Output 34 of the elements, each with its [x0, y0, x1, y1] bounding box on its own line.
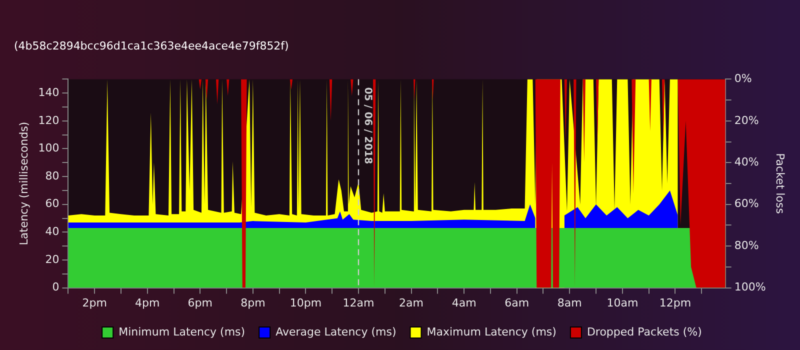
y-tick-label: 40: [45, 225, 60, 238]
x-tick-label: 10pm: [290, 296, 322, 310]
x-tick-label: 10am: [606, 296, 638, 310]
x-tick-label: 8am: [557, 296, 582, 310]
y-tick-label: 140: [38, 86, 60, 99]
x-tick-label: 4am: [452, 296, 476, 310]
x-tick-label: 4pm: [135, 296, 160, 310]
y2-tick-label: 40%: [734, 156, 759, 168]
y2-tick-label: 20%: [734, 114, 759, 127]
legend-label: Average Latency (ms): [276, 325, 396, 338]
x-tick-label: 6am: [504, 296, 530, 310]
y2-tick-label: 80%: [734, 238, 759, 252]
y-tick-label: 0: [52, 280, 60, 294]
x-tick-label: 6pm: [188, 296, 213, 310]
y2-tick-label: 0%: [734, 72, 752, 86]
chart-subtitle: (4b58c2894bcc96d1ca1c363e4ee4ace4e79f852f): [14, 39, 289, 52]
x-tick-label: 8pm: [240, 296, 266, 310]
y-axis-title: Latency (milliseconds): [17, 122, 30, 246]
y-tick-label: 100: [38, 142, 60, 155]
x-tick-label: 2am: [399, 296, 424, 310]
y-tick-label: 60: [45, 197, 60, 210]
legend-label: Maximum Latency (ms): [426, 325, 556, 338]
y-tick-label: 120: [38, 114, 60, 127]
ref-line-label: 05 / 06 / 2018: [362, 87, 373, 164]
x-tick-label: 2pm: [82, 296, 107, 310]
y2-tick-label: 60%: [734, 197, 759, 210]
x-tick-label: 12pm: [659, 296, 692, 310]
legend-label: Dropped Packets (%): [586, 325, 702, 338]
y2-axis-title: Packet loss: [774, 153, 787, 214]
x-tick-label: 12am: [342, 296, 374, 310]
legend-label: Minimum Latency (ms): [118, 325, 246, 338]
y-tick-label: 80: [45, 169, 60, 182]
y2-tick-label: 100%: [734, 280, 766, 294]
y-tick-label: 20: [45, 252, 60, 266]
